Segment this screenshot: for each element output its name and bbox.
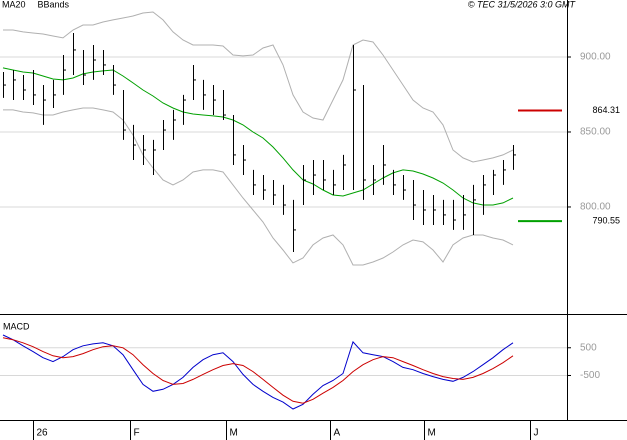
legend-entry: BBands bbox=[38, 0, 70, 9]
x-tick-label: M bbox=[428, 428, 436, 439]
x-tick-label: F bbox=[134, 428, 140, 439]
macd-line bbox=[2, 337, 514, 404]
x-tick-label: 26 bbox=[37, 428, 49, 439]
x-tick-label: J bbox=[534, 428, 539, 439]
y-tick-label: 850.00 bbox=[580, 127, 611, 138]
ma-line bbox=[2, 67, 514, 206]
band-line bbox=[3, 107, 514, 266]
legend-entry: MA20 bbox=[2, 0, 26, 9]
macd-title: MACD bbox=[3, 321, 30, 331]
y-tick-label: 800.00 bbox=[580, 202, 611, 213]
band-line bbox=[3, 11, 514, 163]
x-tick-label: M bbox=[230, 428, 238, 439]
x-tick-label: A bbox=[334, 428, 341, 439]
macd-line bbox=[2, 334, 514, 410]
source: © TEC 31/5/2026 3:0 GMT bbox=[468, 0, 577, 9]
y-tick-label: -500 bbox=[580, 370, 600, 381]
y-tick-label: 900.00 bbox=[580, 52, 611, 63]
y-tick-label: 500 bbox=[580, 342, 597, 353]
price-marker-label: 790.55 bbox=[592, 216, 620, 226]
price-marker-label: 864.31 bbox=[592, 105, 620, 115]
